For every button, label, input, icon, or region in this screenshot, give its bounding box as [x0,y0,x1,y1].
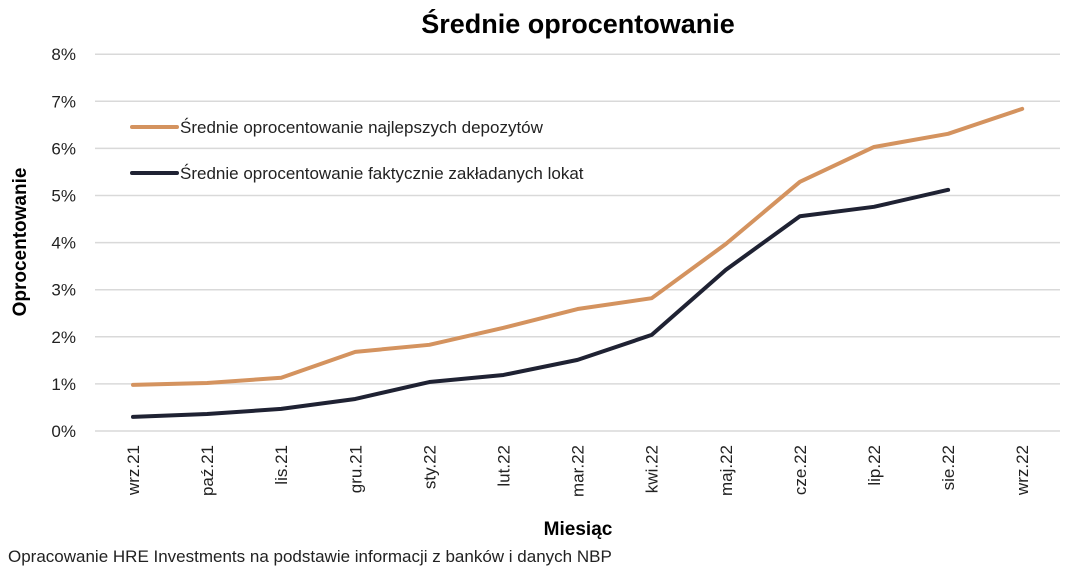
source-note: Opracowanie HRE Investments na podstawie… [8,547,612,566]
x-tick-label: sty.22 [420,445,439,489]
chart-title: Średnie oprocentowanie [421,8,735,39]
legend-label: Średnie oprocentowanie najlepszych depoz… [180,118,544,137]
x-axis-label: Miesiąc [544,519,613,540]
series-line-2 [131,187,951,419]
x-tick-label: lut.22 [495,445,514,487]
x-tick-label: maj.22 [717,445,736,496]
x-tick-label: paź.21 [198,445,217,496]
x-tick-label: mar.22 [569,445,588,497]
y-axis-label: Oprocentowanie [10,168,31,317]
x-tick-label: wrz.21 [124,445,143,496]
y-tick-label: 1% [51,375,76,394]
x-tick-label: wrz.22 [1013,445,1032,496]
y-tick-label: 6% [51,139,76,158]
legend-label: Średnie oprocentowanie faktycznie zakład… [180,164,584,183]
y-tick-label: 8% [51,45,76,64]
x-tick-label: kwi.22 [643,445,662,493]
x-tick-label: lis.21 [272,445,291,485]
series-line-1 [131,106,1025,387]
y-tick-label: 4% [51,234,76,253]
y-tick-label: 5% [51,187,76,206]
x-tick-label: lip.22 [865,445,884,486]
y-tick-label: 7% [51,92,76,111]
x-tick-label: cze.22 [791,445,810,495]
y-tick-label: 2% [51,328,76,347]
y-tick-label: 3% [51,281,76,300]
y-tick-label: 0% [51,422,76,441]
x-tick-label: gru.21 [346,445,365,493]
x-tick-label: sie.22 [939,445,958,490]
